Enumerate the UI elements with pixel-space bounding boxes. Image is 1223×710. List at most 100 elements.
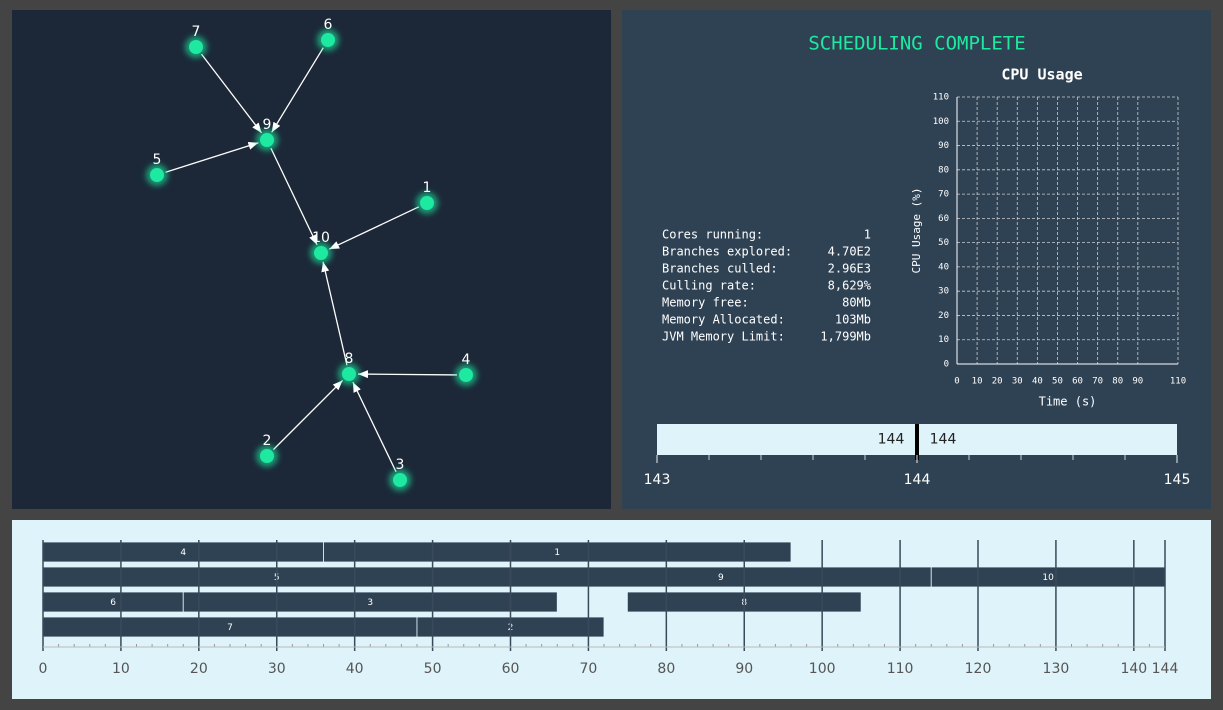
x-tick-label: 40	[346, 661, 364, 677]
x-tick-label: 20	[190, 661, 208, 677]
stat-value: 8,629%	[828, 279, 872, 293]
node	[314, 246, 328, 260]
node	[420, 196, 434, 210]
y-tick-label: 30	[938, 287, 949, 297]
x-tick-label: 130	[1043, 661, 1070, 677]
edge	[165, 141, 259, 173]
x-tick-label: 144	[904, 472, 931, 488]
edge	[270, 147, 318, 246]
node-label: 9	[263, 117, 272, 133]
node	[260, 449, 274, 463]
x-tick-label: 30	[1012, 377, 1023, 387]
y-tick-label: 110	[933, 93, 949, 103]
x-tick-label: 70	[580, 661, 598, 677]
task-label: 9	[718, 573, 724, 583]
x-tick-label: 20	[992, 377, 1003, 387]
x-tick-label: 140	[1120, 661, 1147, 677]
task-label: 10	[1042, 573, 1054, 583]
x-tick-label: 80	[1112, 377, 1123, 387]
node	[459, 368, 473, 382]
x-tick-label: 110	[1170, 377, 1186, 387]
stat-value: 2.96E3	[828, 262, 871, 276]
stat-label: JVM Memory Limit:	[662, 330, 785, 344]
progress-segment	[657, 424, 915, 455]
x-tick-label: 100	[809, 661, 836, 677]
task-label: 7	[227, 623, 233, 633]
x-tick-label: 110	[887, 661, 914, 677]
task-label: 4	[180, 548, 186, 558]
node	[393, 473, 407, 487]
edge	[271, 47, 324, 133]
task-label: 6	[110, 598, 116, 608]
x-tick-label: 10	[112, 661, 130, 677]
stat-label: Branches culled:	[662, 262, 778, 276]
y-tick-label: 80	[938, 165, 949, 175]
y-tick-label: 0	[944, 360, 949, 370]
stat-value: 1,799Mb	[820, 330, 871, 344]
stat-label: Branches explored:	[662, 245, 792, 259]
edge	[352, 381, 397, 473]
y-tick-label: 20	[938, 311, 949, 321]
x-tick-label: 60	[1072, 377, 1083, 387]
x-tick-label: 145	[1164, 472, 1191, 488]
edge	[328, 206, 420, 250]
x-tick-label: 30	[268, 661, 286, 677]
y-tick-label: 90	[938, 141, 949, 151]
x-tick-label: 90	[1132, 377, 1143, 387]
task-bar	[323, 541, 792, 563]
edge	[200, 53, 263, 134]
edge	[272, 379, 344, 451]
x-tick-label: 144	[1152, 661, 1179, 677]
stat-value: 103Mb	[835, 313, 871, 327]
x-axis-label: Time (s)	[1039, 395, 1097, 409]
stat-label: Memory Allocated:	[662, 313, 785, 327]
stat-value: 80Mb	[842, 296, 871, 310]
x-tick-label: 40	[1032, 377, 1043, 387]
progress-segment	[919, 424, 1177, 455]
y-axis-label: CPU Usage (%)	[910, 187, 923, 273]
stat-label: Cores running:	[662, 228, 763, 242]
node	[321, 33, 335, 47]
node	[150, 168, 164, 182]
node-label: 3	[396, 457, 405, 473]
progress-label: 144	[930, 432, 957, 448]
progress-label: 144	[878, 432, 905, 448]
node-label: 8	[345, 351, 354, 367]
node-label: 2	[263, 433, 272, 449]
node-label: 5	[153, 152, 162, 168]
edge	[321, 261, 348, 366]
x-tick-label: 120	[965, 661, 992, 677]
y-tick-label: 70	[938, 190, 949, 200]
x-tick-label: 80	[657, 661, 675, 677]
y-tick-label: 10	[938, 335, 949, 345]
stat-label: Culling rate:	[662, 279, 756, 293]
stat-value: 4.70E2	[828, 245, 871, 259]
node-label: 6	[324, 17, 333, 33]
stat-label: Memory free:	[662, 296, 749, 310]
x-tick-label: 10	[972, 377, 983, 387]
task-label: 1	[554, 548, 560, 558]
node-label: 7	[192, 24, 201, 40]
node-label: 10	[312, 230, 330, 246]
stat-value: 1	[864, 228, 871, 242]
x-tick-label: 0	[39, 661, 48, 677]
chart-title: CPU Usage	[1001, 66, 1082, 84]
task-label: 3	[367, 598, 373, 608]
graph-panel	[12, 10, 611, 509]
y-tick-label: 40	[938, 262, 949, 272]
node	[189, 40, 203, 54]
x-tick-label: 50	[424, 661, 442, 677]
y-tick-label: 60	[938, 214, 949, 224]
x-tick-label: 60	[502, 661, 520, 677]
x-tick-label: 143	[644, 472, 671, 488]
x-tick-label: 90	[735, 661, 753, 677]
x-tick-label: 70	[1092, 377, 1103, 387]
x-tick-label: 50	[1052, 377, 1063, 387]
edge	[357, 370, 458, 379]
y-tick-label: 50	[938, 238, 949, 248]
node	[342, 367, 356, 381]
y-tick-label: 100	[933, 117, 949, 127]
node-label: 1	[423, 180, 432, 196]
